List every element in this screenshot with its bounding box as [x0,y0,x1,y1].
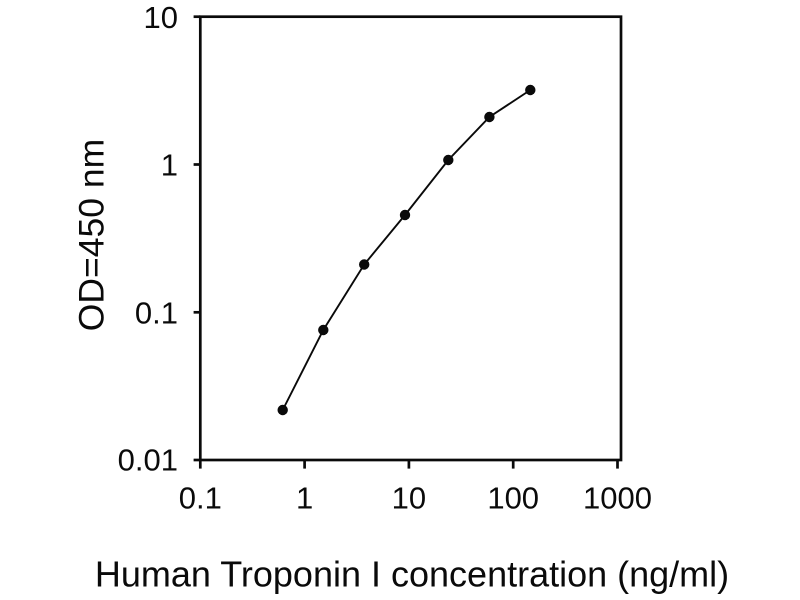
svg-text:OD=450 nm: OD=450 nm [72,139,112,331]
svg-text:0.1: 0.1 [135,295,178,330]
svg-text:1: 1 [161,148,178,183]
svg-text:10: 10 [144,0,178,35]
svg-text:100: 100 [487,481,539,516]
svg-text:Human Troponin I concentration: Human Troponin I concentration (ng/ml) [95,553,729,594]
svg-text:10: 10 [392,481,426,516]
svg-text:1: 1 [296,481,313,516]
svg-text:0.1: 0.1 [179,481,222,516]
svg-text:1000: 1000 [583,481,652,516]
svg-text:0.01: 0.01 [118,443,178,478]
